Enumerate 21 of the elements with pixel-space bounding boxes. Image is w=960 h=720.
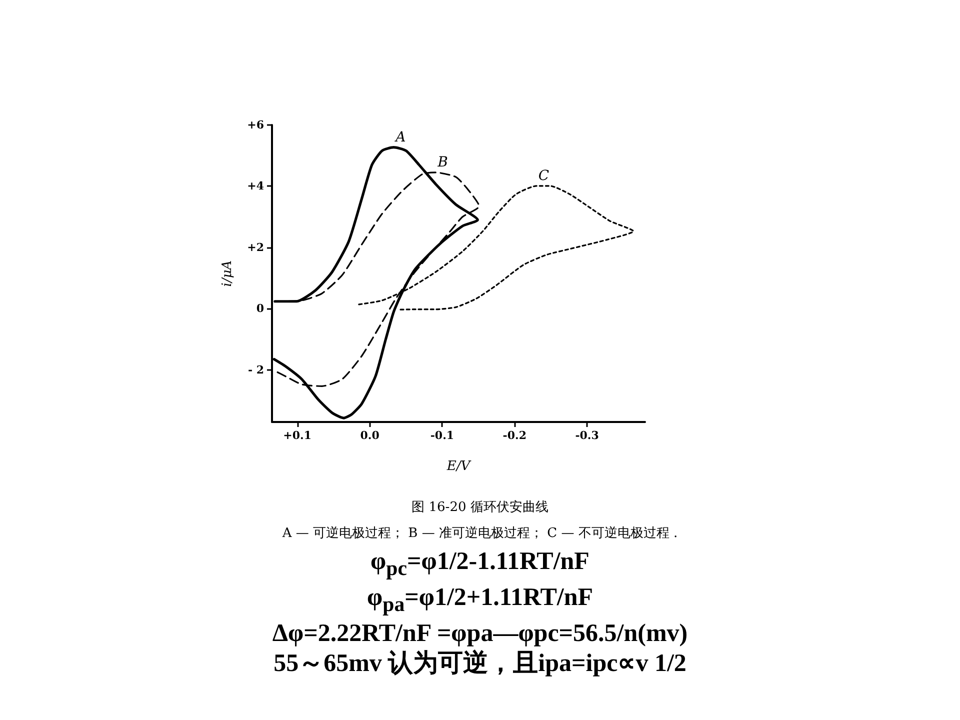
- y-tick-label: +4: [247, 180, 264, 193]
- text: 55～65mv 认为可逆，且ipa=ipc∝v 1/2: [272, 649, 688, 679]
- x-tick-label: 0.0: [360, 429, 380, 442]
- y-tick-label: +2: [247, 240, 264, 254]
- text: φ$_{pa}$=φ1/2+1.11RT/nF: [366, 583, 594, 618]
- text: φ$_{pc}$=φ1/2-1.11RT/nF: [370, 547, 590, 582]
- x-tick-label: -0.2: [502, 429, 526, 442]
- text: A — 可逆电极过程； B — 准可逆电极过程； C — 不可逆电极过程 .: [281, 525, 679, 543]
- y-tick-label: - 2: [248, 363, 264, 376]
- text: Δφ=2.22RT/nF =φpa—φpc=56.5/n(mv): [271, 619, 689, 649]
- x-tick-label: -0.1: [430, 429, 454, 442]
- y-tick-label: 0: [256, 302, 264, 316]
- caption: 图 16-20 循环伏安曲线: [410, 499, 550, 517]
- y-tick-label: +6: [247, 118, 264, 132]
- x-tick-label: +0.1: [283, 429, 312, 442]
- series-label: C: [538, 168, 550, 184]
- series-label: B: [436, 154, 448, 170]
- x-axis-title: E/V: [446, 459, 472, 474]
- x-tick-label: -0.3: [575, 429, 599, 442]
- y-axis-title: i/μA: [220, 260, 235, 287]
- series-label: A: [394, 129, 406, 146]
